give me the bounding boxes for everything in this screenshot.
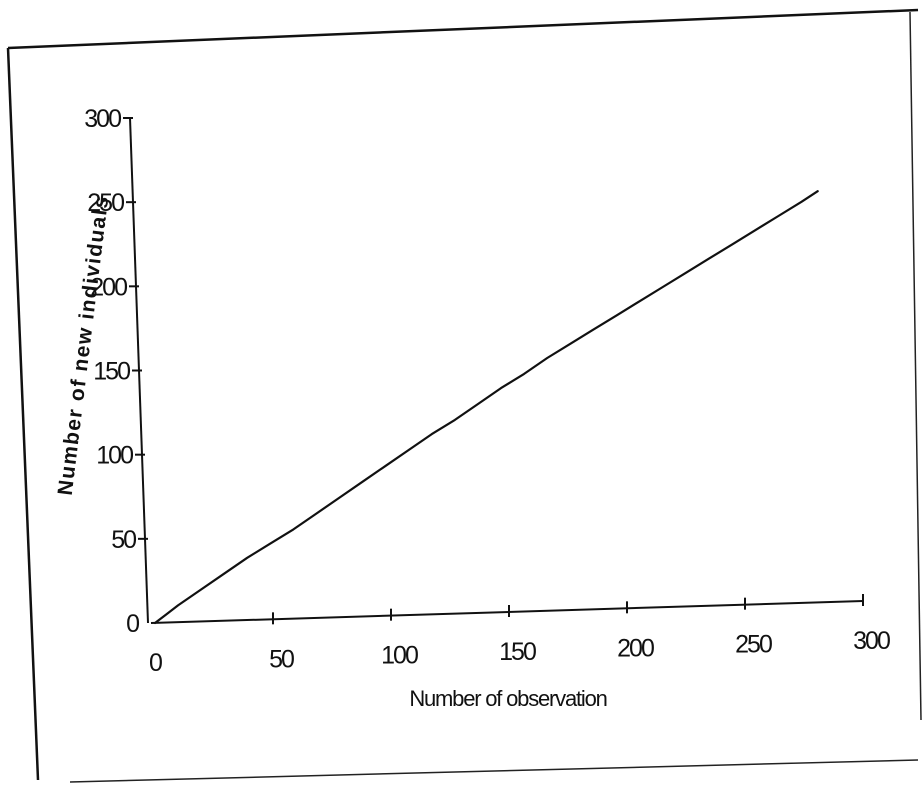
x-tick-label: 250 <box>735 631 772 659</box>
x-axis-ticks: 0 50 100 150 200 250 300 <box>149 594 892 677</box>
x-tick-label: 300 <box>853 627 890 655</box>
y-axis-ticks: 0 50 100 150 200 250 300 <box>84 105 148 638</box>
x-axis-line <box>150 600 864 624</box>
y-tick-label: 50 <box>111 526 136 554</box>
data-line <box>153 190 819 625</box>
y-tick-label: 150 <box>93 358 130 386</box>
page-border <box>6 8 922 783</box>
x-tick-label: 0 <box>149 649 162 677</box>
x-axis-label: Number of observation <box>409 686 606 711</box>
y-tick-label: 300 <box>84 105 121 133</box>
x-tick-label: 150 <box>499 638 536 666</box>
x-tick-label: 100 <box>381 642 418 670</box>
y-tick-label: 250 <box>87 189 124 217</box>
y-tick-label: 200 <box>90 273 127 301</box>
y-tick-label: 100 <box>96 442 133 470</box>
x-tick-label: 50 <box>269 645 294 673</box>
y-tick-label: 0 <box>126 610 139 638</box>
x-tick-label: 200 <box>617 634 654 662</box>
